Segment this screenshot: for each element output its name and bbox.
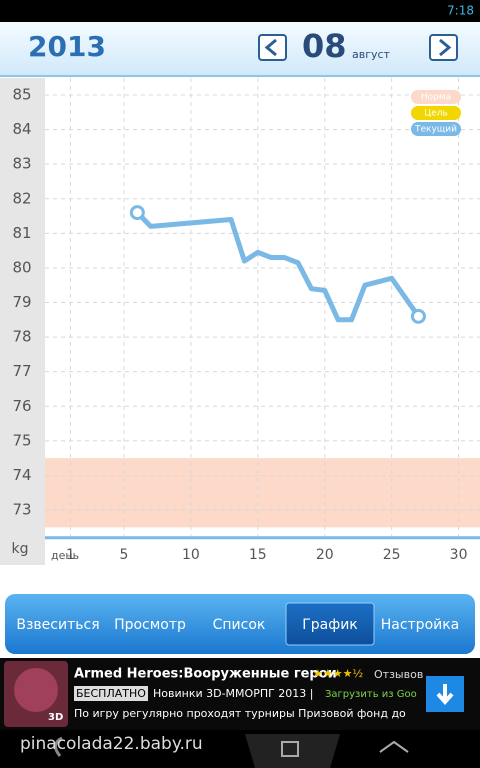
next-icon	[439, 38, 452, 57]
x-axis-label: день	[51, 549, 79, 562]
x-tick-label: 15	[249, 547, 267, 563]
download-icon	[436, 684, 454, 706]
ad-icon-art	[14, 668, 58, 712]
y-tick-label: 83	[12, 155, 31, 173]
nav-bar	[0, 730, 480, 768]
ad-badge: 3D	[48, 712, 63, 723]
clock: 7:18	[447, 4, 474, 18]
tab-label[interactable]: Настройка	[381, 617, 460, 633]
nav-recent[interactable]	[281, 741, 299, 757]
next-button[interactable]	[429, 34, 458, 61]
legend-pill	[411, 106, 461, 120]
tabs: Взвеситься Просмотр Список График Настройка	[16, 602, 460, 646]
y-tick-label: 85	[12, 85, 31, 103]
nav-menu[interactable]	[379, 740, 409, 753]
tab-label[interactable]: График	[302, 617, 358, 633]
y-tick-label: 76	[12, 397, 31, 415]
x-tick-label: 20	[316, 547, 334, 563]
y-tick-label: 73	[12, 501, 31, 519]
tab-selected	[285, 602, 375, 646]
nav-back[interactable]	[54, 736, 63, 757]
norm-band	[45, 458, 480, 528]
y-tick-label: 78	[12, 328, 31, 346]
ad-line1: Новинки 3D-ММОРПГ 2013 |	[153, 687, 314, 700]
tab-label[interactable]: Просмотр	[114, 617, 186, 633]
ad-line2: По игру регулярно проходят турниры Призо…	[74, 707, 406, 720]
x-tick-label: 25	[383, 547, 401, 563]
year: 2013	[28, 30, 106, 63]
ad-reviews: Отзывов	[374, 668, 423, 681]
y-tick-label: 80	[12, 258, 31, 276]
tab-label[interactable]: Список	[213, 617, 266, 633]
x-tick-label: 5	[120, 547, 129, 563]
y-axis-panel	[0, 78, 45, 565]
weight-line	[135, 210, 421, 323]
y-tick-label: 79	[12, 293, 31, 311]
nav-home-bg	[245, 734, 340, 768]
prev-button[interactable]	[258, 34, 287, 61]
y-tick-label: 84	[12, 120, 31, 138]
tab-label[interactable]: Взвеситься	[16, 617, 99, 633]
day: 08	[302, 27, 347, 65]
ad-store: Загрузить из Goo	[325, 689, 417, 700]
ad-stars: ★★★★½	[313, 667, 363, 680]
legend-pill	[411, 90, 461, 104]
x-tick-label: 30	[450, 547, 468, 563]
legend-label: Цель	[424, 109, 448, 119]
y-tick-label: 81	[12, 224, 31, 242]
y-tick-label: 77	[12, 362, 31, 380]
prev-icon	[264, 38, 277, 57]
y-axis-label: kg	[12, 541, 29, 557]
ad-free-box	[74, 686, 148, 701]
watermark: pinacolada22.baby.ru	[20, 734, 203, 754]
x-tick-label: 1	[66, 547, 75, 563]
end-marker	[410, 308, 426, 324]
y-tick-label: 74	[12, 466, 31, 484]
ad-title: Armed Heroes:Вооруженные герои	[74, 667, 337, 682]
x-tick-label: 10	[182, 547, 200, 563]
legend-label: Текущий	[414, 125, 457, 135]
status-bar	[0, 0, 480, 22]
y-tick-label: 82	[12, 189, 31, 207]
legend-label: Норма	[421, 93, 451, 103]
ad-free: БЕСПЛАТНО	[76, 687, 146, 700]
header	[0, 22, 480, 77]
y-tick-label: 75	[12, 431, 31, 449]
legend-pill	[411, 122, 461, 136]
month: август	[352, 48, 391, 61]
end-marker	[129, 205, 145, 221]
